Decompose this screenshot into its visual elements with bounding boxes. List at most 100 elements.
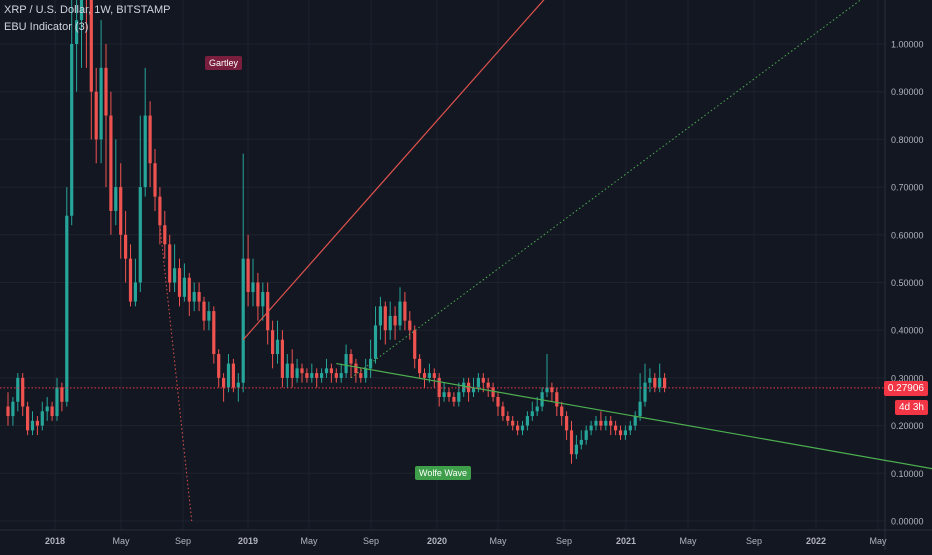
candle-down[interactable] [486, 382, 490, 388]
candle-up[interactable] [545, 387, 549, 393]
candle-up[interactable] [99, 67, 103, 140]
candle-down[interactable] [447, 392, 451, 397]
candle-up[interactable] [70, 44, 74, 216]
candle-down[interactable] [393, 315, 397, 326]
candle-up[interactable] [295, 368, 299, 378]
candle-down[interactable] [300, 368, 304, 374]
candle-down[interactable] [618, 430, 623, 436]
candle-up[interactable] [285, 363, 289, 378]
candle-down[interactable] [153, 163, 157, 197]
wolfe-lower-line[interactable] [336, 362, 932, 474]
gartley-line[interactable] [242, 0, 547, 341]
candle-up[interactable] [55, 387, 59, 417]
candle-up[interactable] [378, 306, 382, 326]
candle-up[interactable] [628, 425, 632, 431]
candle-up[interactable] [623, 430, 627, 436]
candle-up[interactable] [40, 411, 44, 426]
candle-down[interactable] [329, 368, 333, 374]
candle-down[interactable] [569, 430, 574, 455]
candle-up[interactable] [324, 368, 329, 374]
candle-up[interactable] [574, 444, 578, 455]
candle-down[interactable] [212, 311, 216, 355]
candle-down[interactable] [168, 244, 172, 283]
candle-down[interactable] [197, 292, 201, 302]
candle-up[interactable] [143, 115, 147, 188]
candle-down[interactable] [565, 416, 569, 431]
candle-down[interactable] [187, 277, 191, 302]
candle-up[interactable] [579, 439, 583, 445]
candle-up[interactable] [471, 387, 476, 393]
candle-up[interactable] [530, 411, 534, 417]
candle-up[interactable] [364, 368, 368, 378]
candle-down[interactable] [496, 396, 500, 407]
candle-down[interactable] [432, 373, 436, 378]
candle-up[interactable] [11, 401, 15, 417]
candle-up[interactable] [648, 377, 652, 383]
candle-up[interactable] [427, 373, 431, 378]
candle-up[interactable] [535, 406, 539, 412]
candle-up[interactable] [241, 258, 245, 383]
candle-up[interactable] [30, 420, 35, 431]
gartley-label[interactable]: Gartley [205, 56, 243, 70]
candle-up[interactable] [457, 392, 461, 402]
candle-down[interactable] [60, 387, 64, 402]
candle-down[interactable] [418, 358, 422, 374]
candle-up[interactable] [261, 292, 265, 307]
candle-up[interactable] [138, 187, 142, 283]
candle-down[interactable] [158, 196, 162, 226]
candle-up[interactable] [16, 377, 20, 402]
candle-up[interactable] [226, 363, 231, 388]
candle-up[interactable] [388, 315, 392, 331]
candle-down[interactable] [246, 258, 250, 293]
candle-down[interactable] [413, 330, 417, 359]
candle-up[interactable] [589, 425, 593, 431]
candle-down[interactable] [202, 301, 206, 321]
candle-up[interactable] [442, 392, 446, 397]
candle-up[interactable] [45, 406, 49, 412]
candle-down[interactable] [290, 363, 294, 378]
candle-up[interactable] [79, 0, 84, 21]
candle-down[interactable] [50, 406, 54, 417]
candle-up[interactable] [584, 430, 588, 440]
candle-down[interactable] [163, 225, 167, 245]
candle-up[interactable] [207, 311, 211, 321]
candle-up[interactable] [462, 382, 466, 393]
candle-down[interactable] [109, 115, 113, 211]
indicator-title[interactable]: EBU Indicator (3) [4, 21, 89, 33]
candle-up[interactable] [236, 382, 240, 388]
candle-up[interactable] [344, 354, 348, 374]
candle-down[interactable] [501, 406, 505, 417]
candle-down[interactable] [506, 416, 510, 421]
candle-down[interactable] [231, 363, 235, 388]
candle-down[interactable] [6, 406, 10, 417]
candle-down[interactable] [124, 234, 128, 259]
gartley-dotted-down[interactable] [159, 225, 193, 522]
candle-down[interactable] [26, 406, 30, 431]
candle-up[interactable] [643, 382, 647, 402]
candle-down[interactable] [280, 339, 284, 378]
candle-down[interactable] [383, 306, 387, 331]
candle-down[interactable] [148, 115, 152, 164]
candle-down[interactable] [511, 420, 515, 426]
candle-down[interactable] [104, 67, 108, 116]
candle-up[interactable] [398, 301, 402, 326]
candle-up[interactable] [251, 282, 255, 293]
candle-up[interactable] [192, 292, 196, 302]
candle-down[interactable] [663, 377, 667, 388]
candle-down[interactable] [555, 392, 559, 407]
candle-down[interactable] [177, 268, 182, 297]
candle-down[interactable] [128, 258, 133, 302]
candle-down[interactable] [614, 425, 618, 431]
candle-down[interactable] [349, 354, 353, 364]
candle-down[interactable] [653, 377, 657, 388]
candle-down[interactable] [89, 0, 93, 92]
candle-down[interactable] [271, 330, 275, 355]
candle-up[interactable] [275, 339, 280, 355]
candle-down[interactable] [403, 301, 407, 321]
candle-down[interactable] [422, 373, 427, 378]
candle-up[interactable] [373, 325, 378, 359]
candle-up[interactable] [310, 373, 314, 378]
candle-up[interactable] [604, 420, 608, 426]
candle-down[interactable] [481, 377, 485, 383]
